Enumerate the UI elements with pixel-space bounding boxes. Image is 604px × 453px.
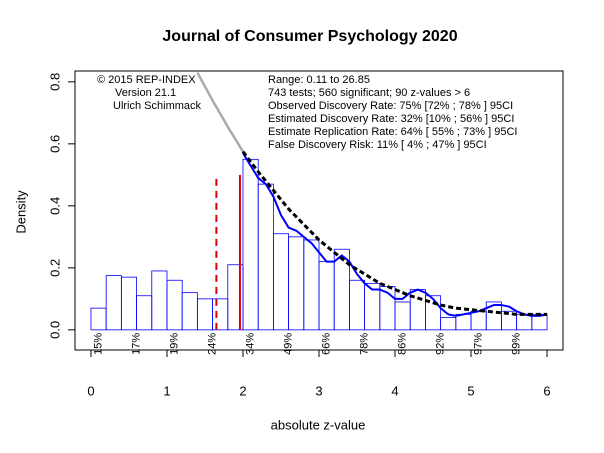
y-tick-label: 0.8	[47, 73, 62, 91]
annotation: Ulrich Schimmack	[113, 100, 202, 112]
power-label: 66%	[321, 333, 333, 355]
annotation: Estimate Replication Rate: 64% [ 55% ; 7…	[268, 126, 517, 138]
y-tick-label: 0.0	[47, 321, 62, 339]
curve	[196, 71, 245, 153]
histogram-bar	[425, 295, 442, 331]
annotation: Range: 0.11 to 26.85	[268, 74, 370, 86]
annotation: False Discovery Risk: 11% [ 4% ; 47% ] 9…	[268, 139, 487, 151]
power-label: 24%	[206, 333, 218, 355]
curve	[241, 150, 548, 316]
power-label: 34%	[244, 333, 256, 355]
y-tick-label: 0.4	[47, 197, 62, 215]
plot-area	[90, 71, 548, 331]
chart-title: Journal of Consumer Psychology 2020	[162, 28, 457, 45]
power-label: 86%	[397, 333, 409, 355]
x-tick-label: 1	[163, 383, 170, 398]
y-tick-label: 0.2	[47, 259, 62, 277]
power-label: 78%	[359, 333, 371, 355]
power-label: 49%	[283, 333, 295, 355]
x-axis-label: absolute z-value	[271, 417, 366, 432]
power-label: 19%	[168, 333, 180, 355]
y-tick-label: 0.6	[47, 135, 62, 153]
power-label: 99%	[511, 333, 523, 355]
x-tick-label: 0	[87, 383, 94, 398]
annotation: Estimated Discovery Rate: 32% [10% ; 56%…	[268, 113, 514, 125]
x-tick-label: 2	[239, 383, 246, 398]
x-tick-label: 4	[391, 383, 398, 398]
x-tick-label: 3	[315, 383, 322, 398]
y-axis-label: Density	[13, 190, 28, 234]
x-tick-label: 6	[543, 383, 550, 398]
annotation: 743 tests; 560 significant; 90 z-values …	[268, 87, 470, 99]
annotation: Observed Discovery Rate: 75% [72% ; 78% …	[268, 100, 513, 112]
power-label: 97%	[473, 333, 485, 355]
power-label: 15%	[92, 333, 104, 355]
power-label: 92%	[435, 333, 447, 355]
annotation: © 2015 REP-INDEX	[97, 74, 196, 86]
annotation: Version 21.1	[115, 87, 176, 99]
power-label: 17%	[130, 333, 142, 355]
x-tick-label: 5	[467, 383, 474, 398]
curve	[242, 152, 548, 317]
